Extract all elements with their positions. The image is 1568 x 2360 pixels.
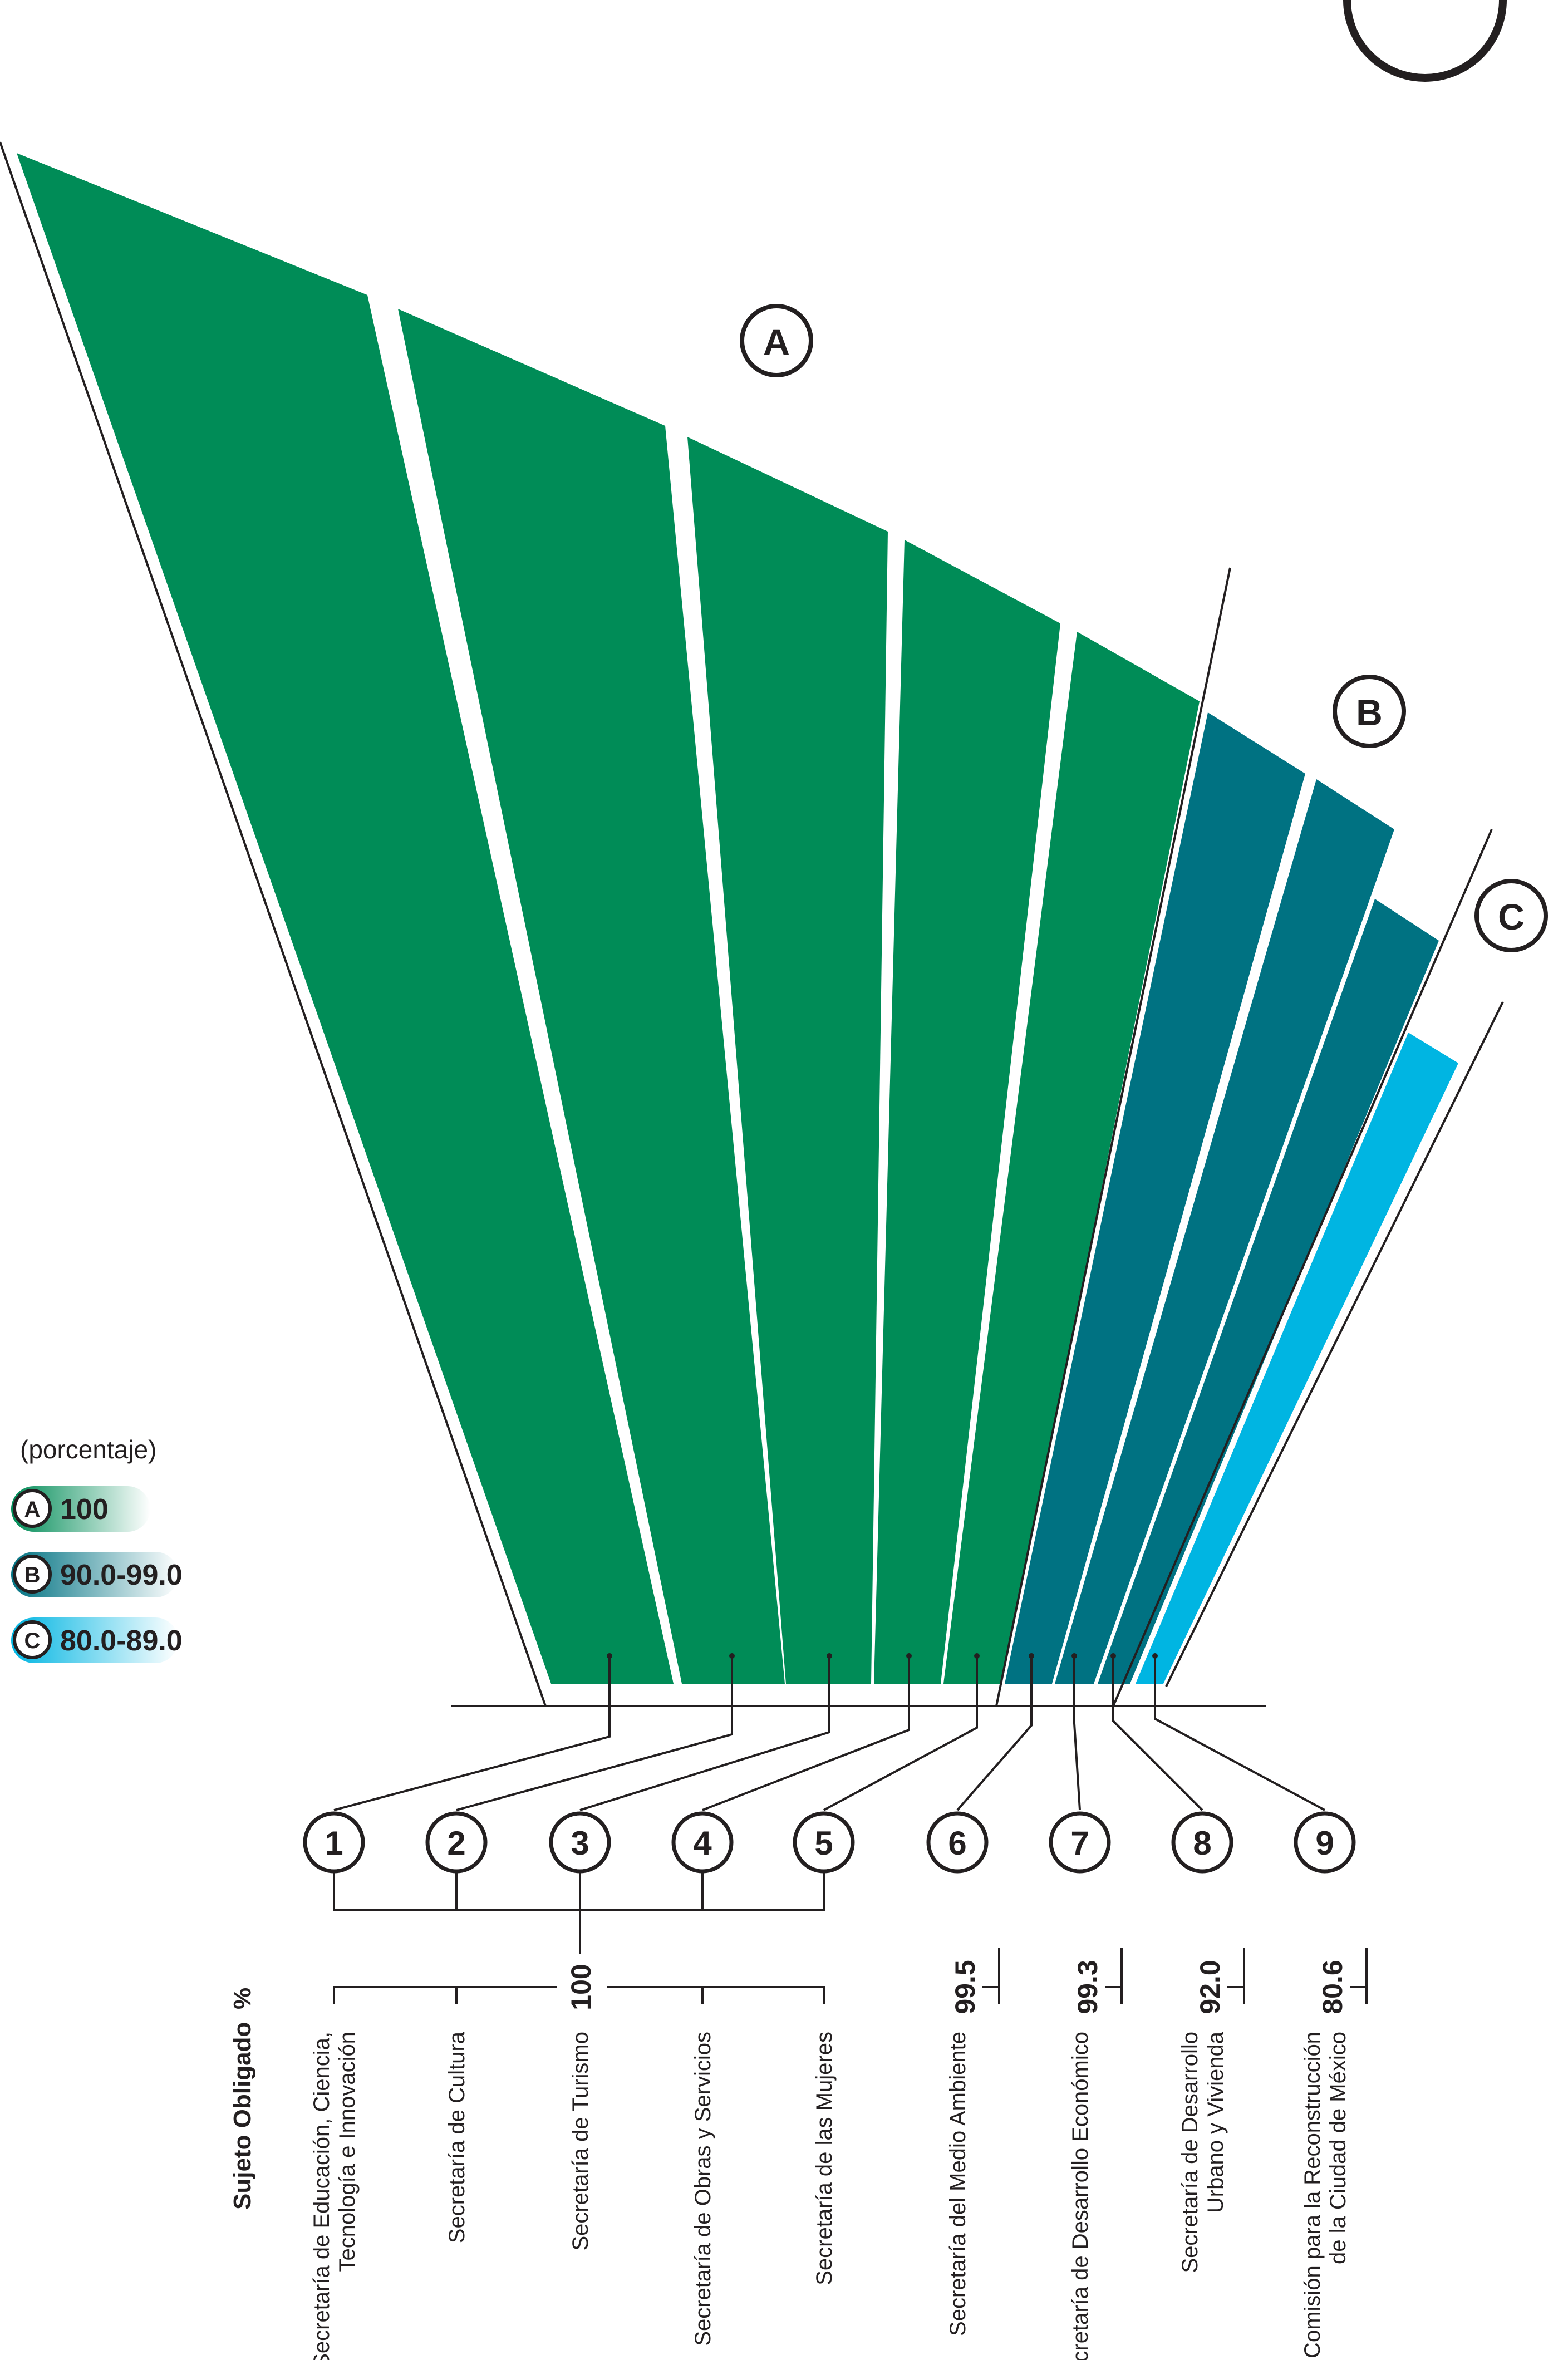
category-label-6: Secretaría del Medio Ambiente	[946, 2032, 970, 2336]
legend-key-circle	[13, 1555, 52, 1594]
number-circle-label-3: 3	[571, 1825, 589, 1862]
legend-swatch	[11, 1617, 178, 1663]
group-marker-b	[1333, 675, 1406, 748]
number-circle-label-1: 1	[325, 1825, 343, 1862]
legend-label: 80.0-89.0	[60, 1625, 183, 1657]
group-marker-a	[740, 304, 813, 377]
category-label-9: Comisión para la Reconstrucción	[1300, 2032, 1325, 2358]
legend-key-circle	[13, 1489, 52, 1528]
guide-lines	[0, 141, 1504, 1707]
bar-2	[398, 309, 785, 1684]
number-circle-4	[671, 1811, 734, 1874]
legend-label: 90.0-99.0	[60, 1559, 183, 1591]
corner-circle-icon	[1343, 0, 1507, 82]
value-label: 80.6	[1317, 1960, 1348, 2014]
bar-7	[1055, 779, 1394, 1684]
bar-group	[17, 153, 1458, 1684]
number-circle-label-9: 9	[1315, 1825, 1334, 1862]
category-label-8: Urbano y Vivienda	[1203, 2031, 1228, 2213]
category-label-3: Secretaría de Turismo	[568, 2032, 593, 2251]
bar-4	[874, 540, 1060, 1684]
number-circle-3	[549, 1811, 611, 1874]
number-circle-label-6: 6	[948, 1825, 966, 1862]
group-marker-c-label: C	[1498, 896, 1525, 937]
bar-1	[17, 153, 674, 1684]
value-label: 99.3	[1072, 1960, 1103, 2014]
leader-line	[1154, 1656, 1325, 1811]
category-label-7: Secretaría de Desarrollo Económico	[1068, 2032, 1093, 2360]
number-circle-9	[1294, 1811, 1356, 1874]
legend-swatch	[11, 1552, 178, 1597]
legend-title: (porcentaje)	[20, 1435, 156, 1464]
category-label-1: Secretaría de Educación, Ciencia,	[309, 2032, 334, 2360]
group-marker-b-label: B	[1356, 692, 1383, 733]
number-circle-7	[1049, 1811, 1111, 1874]
bar-5	[943, 632, 1200, 1684]
legend: (porcentaje) A 100 B 90.0-99.0 C 80.0-89.0	[11, 1435, 183, 1663]
number-circle-8	[1171, 1811, 1233, 1874]
header-percent: %	[229, 1988, 256, 2009]
legend-key: C	[24, 1629, 41, 1653]
category-label-4: Secretaría de Obras y Servicios	[691, 2032, 715, 2346]
number-circle-2	[425, 1811, 488, 1874]
leader-line	[823, 1656, 978, 1811]
number-circle-1	[303, 1811, 365, 1874]
value-label: 92.0	[1195, 1960, 1226, 2014]
leader-line	[1073, 1656, 1081, 1811]
value-label: 100	[566, 1964, 597, 2010]
category-label-5: Secretaría de las Mujeres	[812, 2032, 837, 2285]
number-circle-label-7: 7	[1070, 1825, 1089, 1862]
value-label: 99.5	[950, 1960, 981, 2014]
header-sujeto-obligado: Sujeto Obligado	[229, 2022, 256, 2210]
leader-line	[579, 1656, 830, 1811]
legend-key: B	[24, 1563, 41, 1587]
group-marker-a-label: A	[763, 321, 790, 362]
category-label-2: Secretaría de Cultura	[445, 2031, 469, 2243]
legend-key-circle	[13, 1620, 52, 1659]
leader-line	[702, 1656, 910, 1811]
bar-8	[1098, 899, 1439, 1684]
leader-line	[333, 1656, 611, 1811]
bar-9	[1136, 1032, 1458, 1684]
leader-line	[956, 1656, 1033, 1811]
leader-line	[456, 1656, 733, 1811]
category-label-8: Secretaría de Desarrollo	[1178, 2032, 1202, 2273]
number-circle-6	[926, 1811, 989, 1874]
number-circle-label-5: 5	[814, 1825, 833, 1862]
number-circle-label-4: 4	[693, 1825, 712, 1862]
legend-key: A	[24, 1497, 41, 1522]
number-circle-label-2: 2	[447, 1825, 465, 1862]
number-circle-label-8: 8	[1193, 1825, 1211, 1862]
category-label-1: Tecnología e Innovación	[335, 2032, 360, 2272]
bar-6	[1005, 712, 1305, 1684]
group-marker-c	[1474, 879, 1548, 952]
category-label-9: de la Ciudad de México	[1326, 2032, 1350, 2264]
bar-3	[687, 437, 888, 1684]
leader-line	[1112, 1656, 1203, 1811]
legend-label: 100	[60, 1493, 109, 1526]
number-circle-5	[793, 1811, 855, 1874]
